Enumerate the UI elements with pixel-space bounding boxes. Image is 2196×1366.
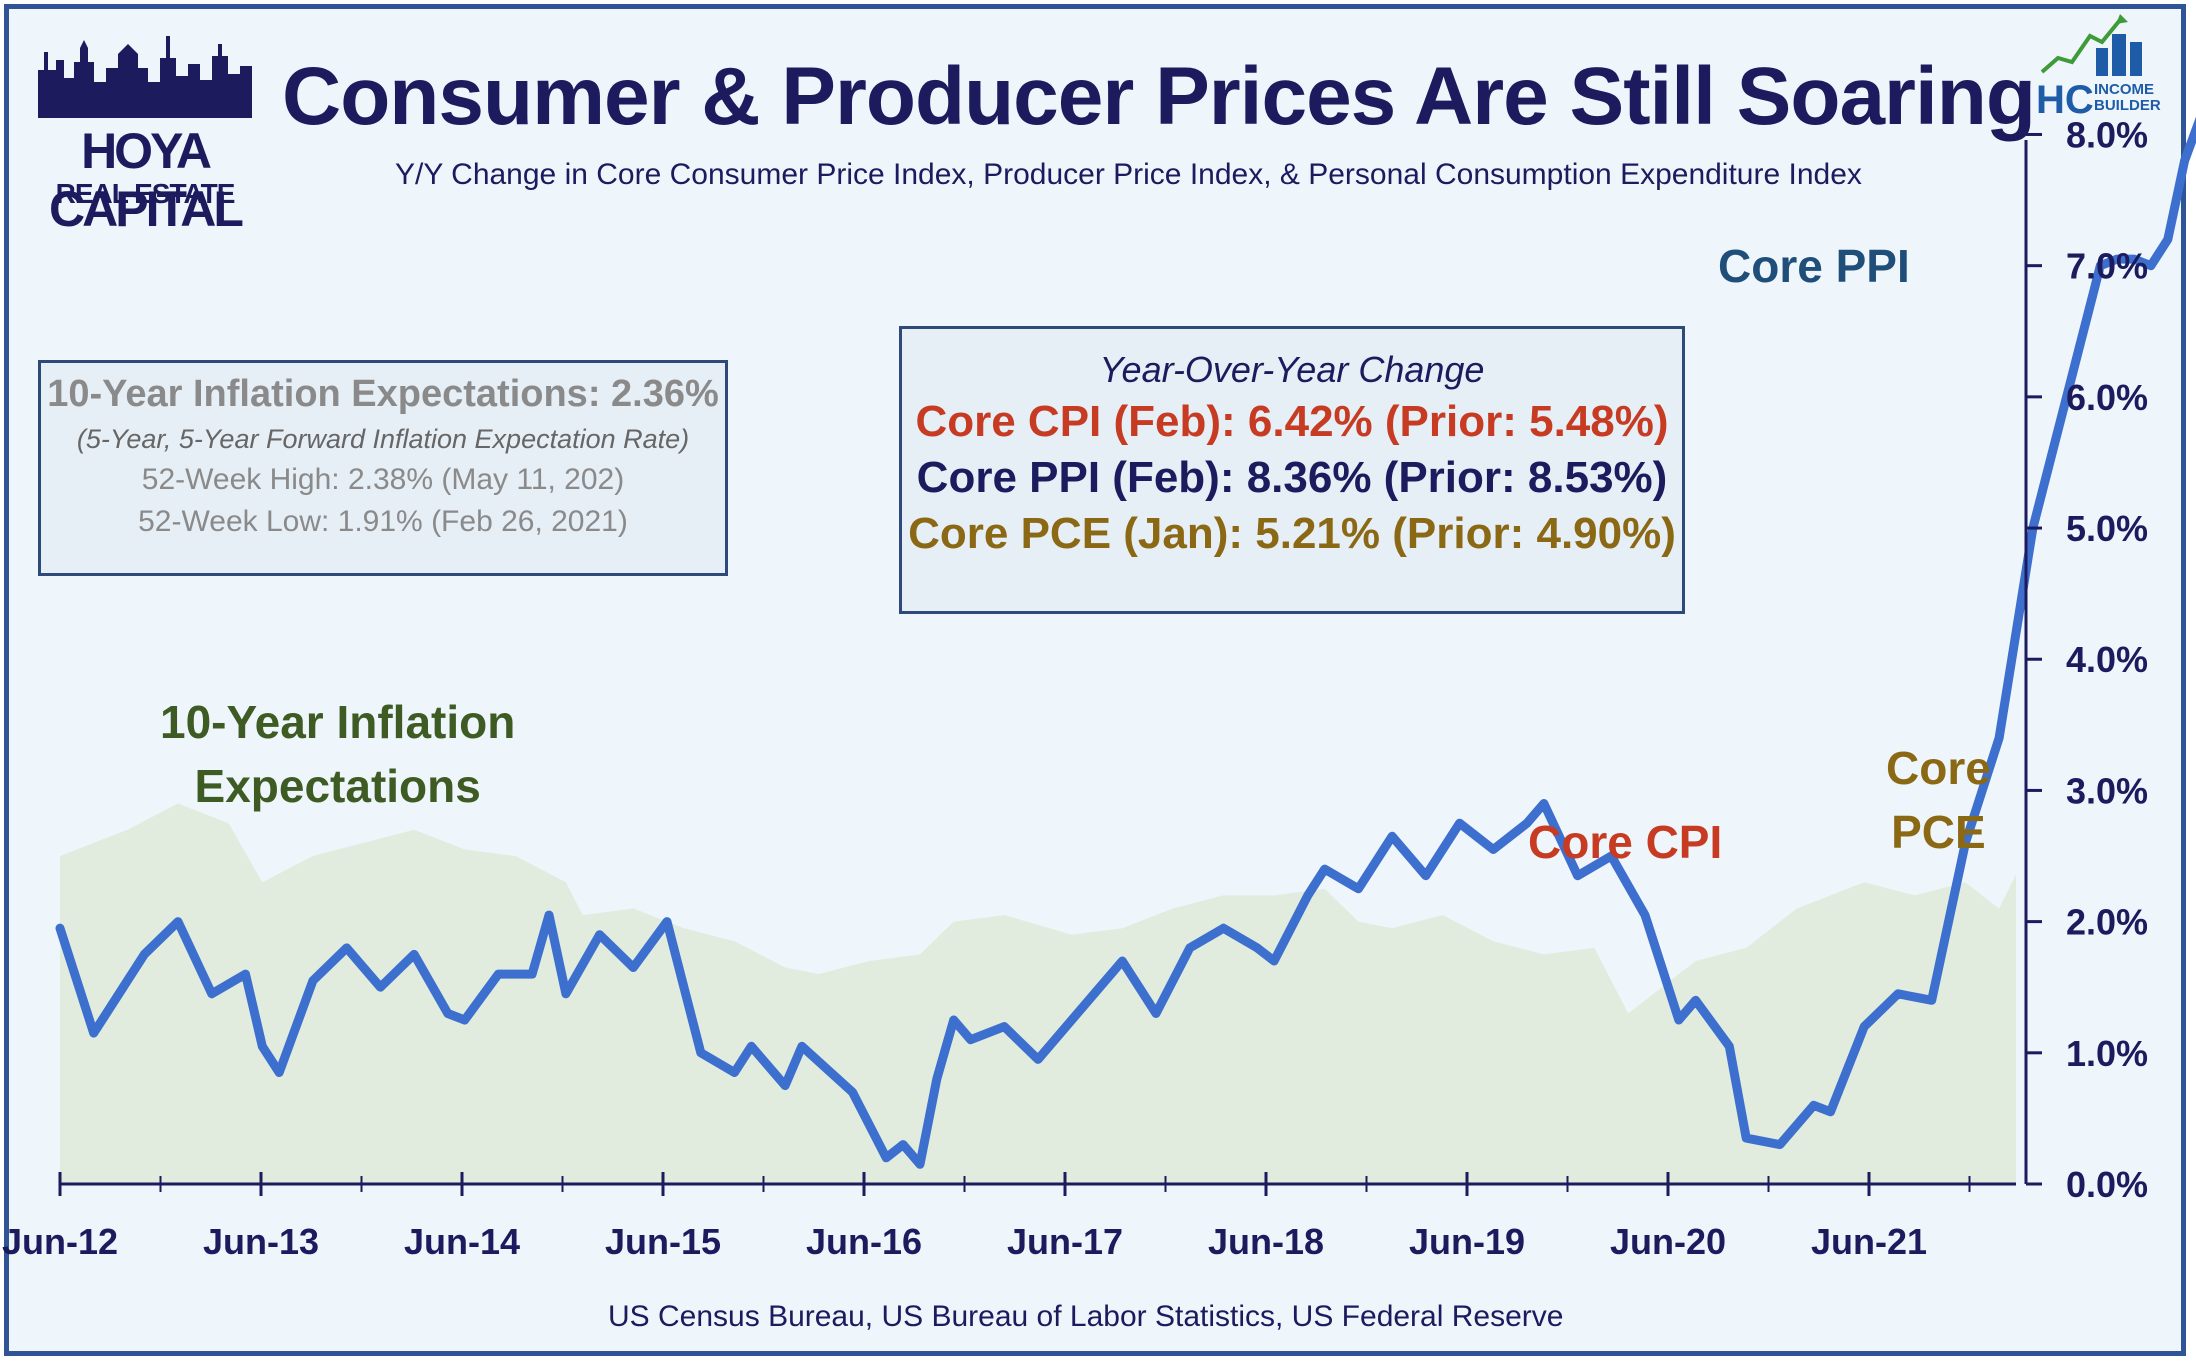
hc-mark: HC xyxy=(2036,78,2094,122)
y-tick-label: 5.0% xyxy=(2066,508,2148,549)
inflation-label-line1: 10-Year Inflation xyxy=(160,696,516,748)
x-tick-label: Jun-17 xyxy=(1007,1221,1123,1262)
inflation-expectations-series-label: 10-Year Inflation Expectations xyxy=(160,690,515,819)
hc-logo-line2: BUILDER xyxy=(2094,97,2161,114)
hoya-capital-logo: HOYA CAPITAL REAL ESTATE xyxy=(30,30,260,237)
pce-label-line2: PCE xyxy=(1891,806,1986,859)
x-tick-label: Jun-20 xyxy=(1610,1221,1726,1262)
core-cpi-series-label: Core CPI xyxy=(1528,816,1723,868)
x-tick-label: Jun-15 xyxy=(605,1221,721,1262)
skyline-icon xyxy=(38,36,252,118)
x-tick-label: Jun-13 xyxy=(203,1221,319,1262)
y-tick-label: 0.0% xyxy=(2066,1164,2148,1205)
inflation-box-headline: 10-Year Inflation Expectations: 2.36% xyxy=(47,373,719,415)
yoy-cpi-line: Core CPI (Feb): 6.42% (Prior: 5.48%) xyxy=(915,397,1669,446)
x-tick-label: Jun-12 xyxy=(2,1221,118,1262)
chart-title: Consumer & Producer Prices Are Still Soa… xyxy=(282,51,2036,142)
income-builder-logo: HC INCOME BUILDER xyxy=(2036,12,2161,122)
y-tick-label: 1.0% xyxy=(2066,1033,2148,1074)
core-pce-series-label: Core PCE xyxy=(1886,736,1991,865)
inflation-label-line2: Expectations xyxy=(194,760,481,813)
yoy-pce-line: Core PCE (Jan): 5.21% (Prior: 4.90%) xyxy=(908,509,1676,558)
inflation-box-high: 52-Week High: 2.38% (May 11, 202) xyxy=(141,463,625,496)
core-ppi-series-label: Core PPI xyxy=(1718,240,1910,292)
y-tick-label: 7.0% xyxy=(2066,246,2148,287)
inflation-box-low: 52-Week Low: 1.91% (Feb 26, 2021) xyxy=(138,505,628,538)
y-tick-label: 2.0% xyxy=(2066,902,2148,943)
series-line-core-ppi xyxy=(55,116,2196,1169)
series-area-inflation-expectations xyxy=(60,803,2016,1184)
inflation-box-note: (5-Year, 5-Year Forward Inflation Expect… xyxy=(76,424,690,454)
x-tick-label: Jun-19 xyxy=(1409,1221,1525,1262)
x-tick-label: Jun-18 xyxy=(1208,1221,1324,1262)
yoy-box-heading: Year-Over-Year Change xyxy=(1099,349,1485,390)
inflation-expectations-box: 10-Year Inflation Expectations: 2.36% (5… xyxy=(38,360,728,576)
yoy-change-box: Year-Over-Year Change Core CPI (Feb): 6.… xyxy=(899,326,1685,614)
hoya-logo-line1: HOYA CAPITAL xyxy=(49,123,244,237)
pce-label-line1: Core xyxy=(1886,742,1991,794)
x-tick-label: Jun-14 xyxy=(404,1221,520,1262)
hc-logo-line1: INCOME xyxy=(2094,81,2154,98)
y-tick-label: 8.0% xyxy=(2066,114,2148,155)
y-tick-label: 4.0% xyxy=(2066,639,2148,680)
y-tick-label: 6.0% xyxy=(2066,377,2148,418)
x-tick-label: Jun-21 xyxy=(1811,1221,1927,1262)
chart-subtitle: Y/Y Change in Core Consumer Price Index,… xyxy=(395,158,1862,191)
hc-logo-text: INCOME BUILDER xyxy=(2094,82,2161,114)
rising-chart-icon xyxy=(2040,14,2142,76)
y-tick-label: 3.0% xyxy=(2066,770,2148,811)
x-tick-label: Jun-16 xyxy=(806,1221,922,1262)
yoy-ppi-line: Core PPI (Feb): 8.36% (Prior: 8.53%) xyxy=(916,453,1668,502)
chart-source: US Census Bureau, US Bureau of Labor Sta… xyxy=(608,1300,1564,1333)
hoya-logo-line2: REAL ESTATE xyxy=(55,178,236,209)
